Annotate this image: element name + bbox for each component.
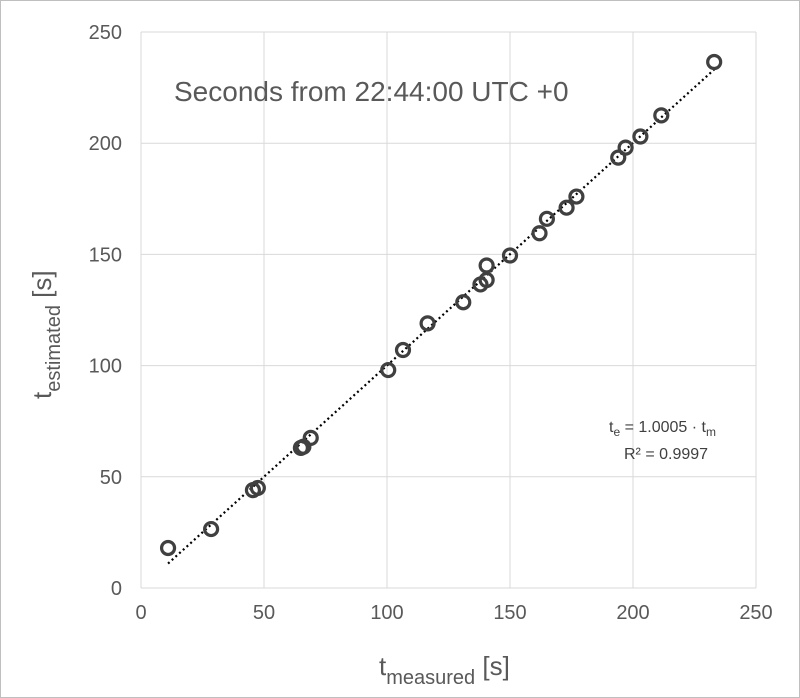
data-point xyxy=(419,315,436,332)
y-tick-label: 250 xyxy=(89,22,122,44)
data-point xyxy=(632,128,649,145)
data-point xyxy=(653,107,670,124)
y-tick-label: 150 xyxy=(89,244,122,266)
grid xyxy=(140,31,757,589)
data-point xyxy=(249,479,266,497)
x-tick-label: 250 xyxy=(739,602,772,624)
data-point xyxy=(558,199,575,216)
chart-title: Seconds from 22:44:00 UTC +0 xyxy=(174,76,569,107)
data-point xyxy=(610,149,627,166)
x-tick-label: 100 xyxy=(370,602,403,624)
data-point xyxy=(501,247,519,264)
y-tick-label: 0 xyxy=(111,578,122,600)
x-tick-label: 50 xyxy=(253,602,275,624)
data-point xyxy=(455,294,472,311)
x-tick-label: 200 xyxy=(616,602,649,624)
data-point xyxy=(617,139,634,156)
data-point xyxy=(380,361,397,379)
data-point xyxy=(706,53,723,71)
data-points xyxy=(159,53,723,557)
data-point xyxy=(302,429,319,446)
y-axis-title: testimated [s] xyxy=(27,270,65,399)
x-axis-title: tmeasured [s] xyxy=(379,651,510,689)
r-squared-annotation: R² = 0.9997 xyxy=(624,446,708,463)
equation-annotation: te = 1.0005 · tm xyxy=(609,419,716,439)
data-point xyxy=(394,341,412,359)
data-point xyxy=(568,188,585,205)
y-tick-label: 100 xyxy=(89,356,122,378)
data-point xyxy=(538,210,556,227)
data-point xyxy=(203,520,220,538)
data-point xyxy=(478,257,495,274)
data-point xyxy=(159,539,177,557)
x-tick-label: 0 xyxy=(135,602,146,624)
y-tick-label: 200 xyxy=(89,133,122,155)
x-tick-label: 150 xyxy=(493,602,526,624)
tick-labels: 0 50 100 150 200 250 0 50 100 150 200 250 xyxy=(89,22,773,624)
data-point xyxy=(531,225,548,242)
y-tick-label: 50 xyxy=(100,467,122,489)
